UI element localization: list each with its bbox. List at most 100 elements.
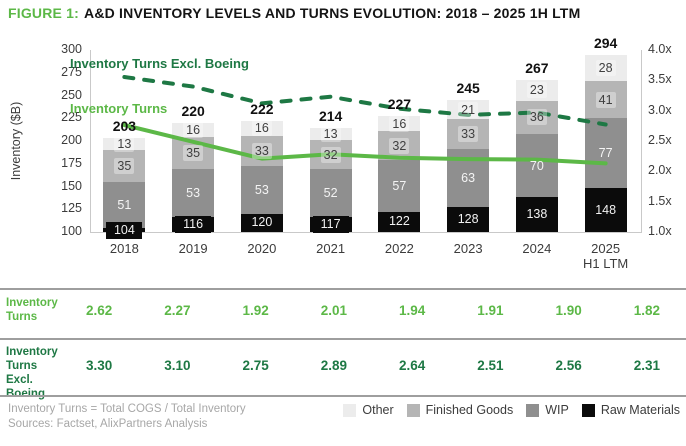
table-cell: 2.89 (320, 358, 348, 373)
segment-label-finished-goods: 32 (378, 137, 420, 154)
segment-label-finished-goods: 35 (103, 158, 145, 175)
bar-total-label: 267 (525, 60, 549, 77)
segment-label-other: 28 (585, 60, 627, 77)
table-row-label-inventory-turns: Inventory Turns (6, 297, 58, 323)
right-axis-tick-3.5: 3.5x (648, 72, 672, 87)
segment-label-other: 23 (516, 82, 558, 99)
y-axis-tick-150: 150 (61, 178, 82, 193)
right-axis-tick-1.0: 1.0x (648, 224, 672, 238)
bar-2022-segment-wip (378, 160, 421, 212)
x-axis-label-2018: 2018 (109, 241, 139, 256)
table-cell: 2.64 (398, 358, 426, 373)
segment-label-raw-materials: 122 (381, 213, 418, 231)
legend-label: Finished Goods (425, 403, 514, 417)
table-cell: 2.27 (164, 303, 191, 318)
segment-label-raw-materials: 117 (312, 215, 349, 233)
right-axis-tick-3.0: 3.0x (648, 102, 672, 117)
segment-label-finished-goods: 41 (585, 91, 627, 108)
bar-total-label: 245 (456, 80, 480, 97)
legend-label: WIP (545, 403, 569, 417)
segment-label-finished-goods: 32 (310, 146, 352, 163)
table-cell: 2.51 (477, 358, 504, 373)
table-cell: 2.56 (555, 358, 582, 373)
segment-label-other: 16 (172, 122, 214, 139)
y-axis-tick-225: 225 (61, 110, 82, 125)
table-cell: 3.10 (164, 358, 191, 373)
bar-2020-segment-wip (240, 165, 283, 214)
segment-label-raw-materials: 138 (518, 206, 555, 224)
table-cell: 1.92 (242, 303, 269, 318)
legend-swatch-icon (526, 403, 540, 417)
legend-label: Other (362, 403, 394, 417)
y-axis-tick-300: 300 (61, 42, 82, 56)
y-axis-title: Inventory ($B) (9, 101, 23, 181)
x-axis-label-2019: 2019 (178, 241, 208, 256)
bar-total-label: 214 (318, 108, 343, 125)
x-axis-label-2024: 2024 (522, 241, 552, 256)
segment-label-wip: 52 (323, 185, 338, 200)
segment-label-finished-goods: 33 (447, 126, 489, 143)
y-axis-tick-200: 200 (61, 133, 82, 147)
segment-label-other: 16 (241, 120, 283, 137)
legend-label: Raw Materials (600, 403, 680, 417)
series-label-inventory-turns-excl-boeing: Inventory Turns Excl. Boeing (70, 56, 249, 71)
table-cell: 2.62 (85, 303, 113, 318)
segment-label-raw-materials: 116 (175, 216, 212, 234)
legend-item-raw-materials: Raw Materials (581, 403, 680, 417)
y-axis-tick-175: 175 (61, 155, 82, 170)
bar-2019-segment-wip (172, 169, 215, 218)
legend-item-finished-goods: Finished Goods (406, 403, 514, 417)
y-axis-tick-100: 100 (61, 224, 82, 238)
table-separator-top (0, 288, 686, 290)
bar-2021-segment-wip (309, 169, 352, 217)
figure-number: FIGURE 1: (8, 5, 80, 21)
y-axis-tick-125: 125 (61, 201, 82, 216)
table-cell: 2.31 (633, 358, 661, 373)
y-axis-tick-250: 250 (61, 87, 82, 102)
x-axis-label-2025: 2025 H1 LTM (582, 241, 629, 271)
table-separator-middle (0, 338, 686, 340)
segment-label-wip: 70 (529, 158, 544, 173)
table-cell: 1.94 (398, 303, 426, 318)
table-cell: 1.90 (555, 303, 582, 318)
legend: Other Finished Goods WIP Raw Materials (343, 403, 680, 417)
segment-label-raw-materials: 104 (106, 221, 143, 239)
table-row-inventory-turns: 2.62 2.27 1.92 2.01 1.94 1.91 1.90 1.82 (60, 303, 686, 318)
table-cell: 2.75 (242, 358, 269, 373)
segment-label-finished-goods: 33 (241, 142, 283, 159)
segment-label-wip: 57 (392, 179, 407, 194)
series-label-inventory-turns: Inventory Turns (70, 101, 168, 116)
segment-label-other: 21 (447, 101, 489, 118)
plot-area (90, 50, 642, 233)
segment-label-raw-materials: 148 (587, 201, 624, 219)
segment-label-wip: 53 (186, 186, 201, 201)
segment-label-wip: 53 (254, 182, 269, 197)
bar-total-label: 222 (250, 100, 274, 117)
footnote-formula: Inventory Turns = Total COGS / Total Inv… (8, 403, 246, 415)
table-row-inventory-turns-excl-boeing: 3.30 3.10 2.75 2.89 2.64 2.51 2.56 2.31 (60, 358, 686, 373)
x-axis-label-2023: 2023 (453, 241, 483, 256)
legend-item-other: Other (343, 403, 394, 417)
bar-total-label: 227 (387, 96, 412, 113)
right-axis-tick-4.0: 4.0x (648, 42, 672, 56)
x-axis-label-2020: 2020 (247, 241, 277, 256)
segment-label-other: 13 (310, 126, 352, 143)
table-separator-bottom (0, 395, 686, 397)
segment-label-wip: 51 (117, 198, 132, 213)
bar-total-label: 220 (181, 102, 205, 119)
segment-label-wip: 63 (461, 170, 476, 185)
y-axis-tick-275: 275 (61, 64, 82, 79)
footnotes: Inventory Turns = Total COGS / Total Inv… (8, 402, 246, 432)
x-axis-label-2021: 2021 (316, 241, 346, 256)
bar-total-label: 294 (593, 35, 618, 52)
segment-label-other: 16 (378, 115, 420, 132)
bar-total-label: 203 (112, 118, 137, 135)
x-axis-label-2022: 2022 (384, 241, 414, 256)
legend-swatch-icon (406, 403, 420, 417)
legend-swatch-icon (581, 403, 595, 417)
segment-label-finished-goods: 35 (172, 145, 214, 162)
segment-label-other: 13 (103, 136, 145, 153)
footnote-sources: Sources: Factset, AlixPartners Analysis (8, 418, 208, 430)
legend-item-wip: WIP (526, 403, 569, 417)
